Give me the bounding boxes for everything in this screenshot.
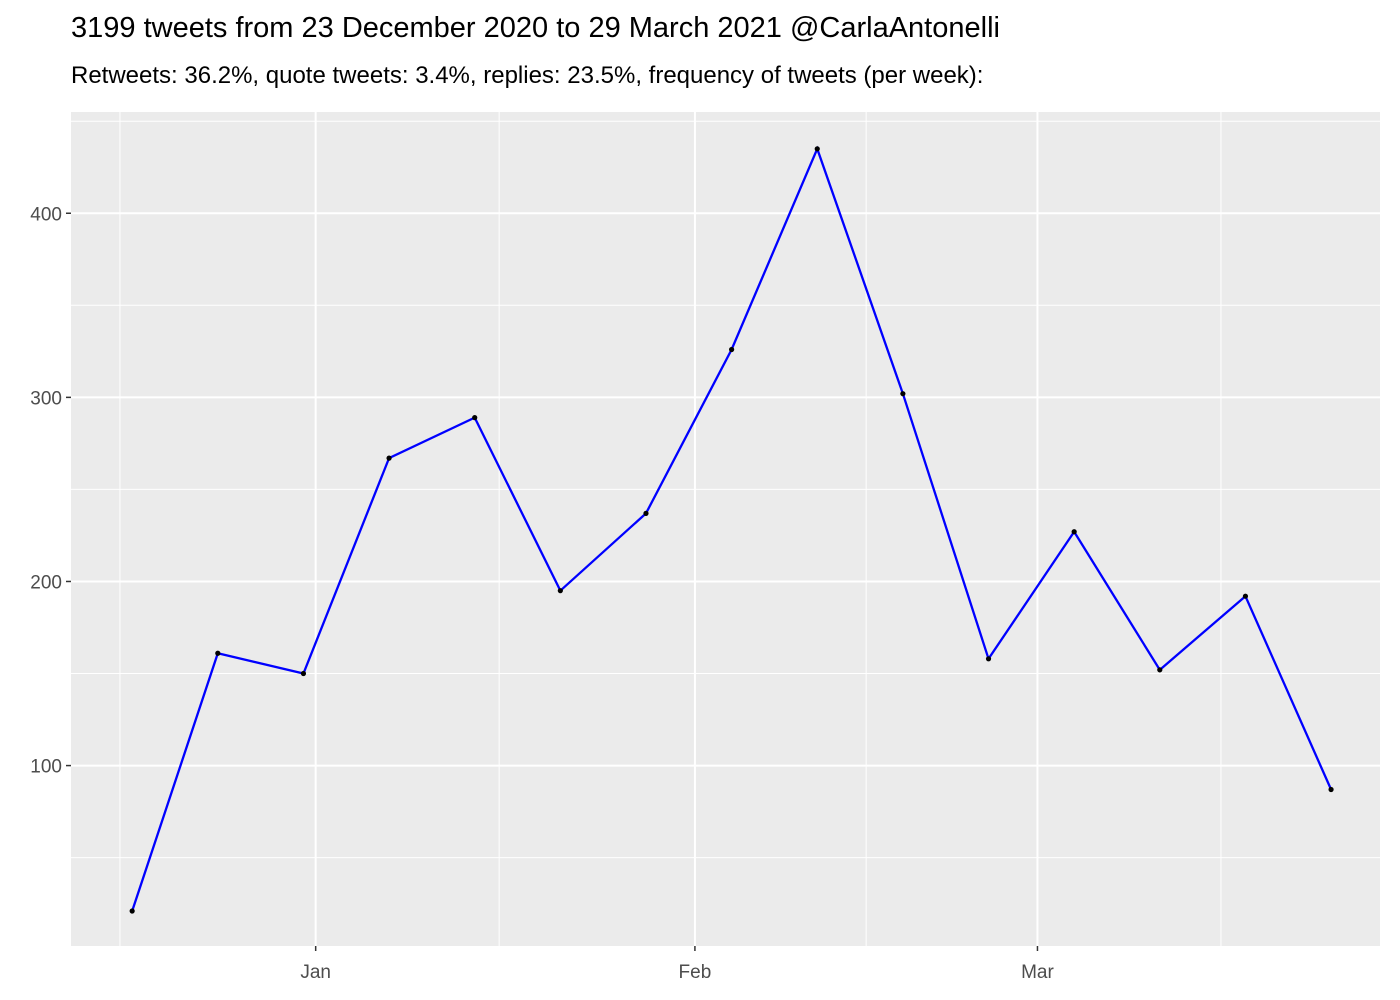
y-tick-label: 200 xyxy=(30,572,62,593)
chart-subtitle: Retweets: 36.2%, quote tweets: 3.4%, rep… xyxy=(71,62,984,89)
data-point xyxy=(557,588,563,594)
data-point xyxy=(729,346,735,353)
x-tick-label: Feb xyxy=(679,962,712,983)
data-point xyxy=(472,415,478,421)
x-tick-label: Jan xyxy=(300,962,331,983)
x-tick-label: Mar xyxy=(1021,962,1054,983)
data-point xyxy=(643,510,649,516)
data-point xyxy=(129,908,135,914)
data-point xyxy=(1242,593,1249,599)
data-point xyxy=(1071,529,1077,535)
plot-panel xyxy=(71,112,1380,946)
data-point xyxy=(900,391,906,397)
chart-title: 3199 tweets from 23 December 2020 to 29 … xyxy=(71,12,1000,44)
data-point xyxy=(814,146,820,152)
data-point xyxy=(215,650,221,656)
y-tick-label: 300 xyxy=(30,388,62,409)
y-tick-label: 400 xyxy=(30,204,62,225)
data-point xyxy=(1157,667,1163,673)
data-point xyxy=(985,656,992,662)
data-point xyxy=(386,455,392,461)
data-point xyxy=(1328,786,1334,793)
data-point xyxy=(300,670,307,677)
y-tick-label: 100 xyxy=(30,757,62,778)
